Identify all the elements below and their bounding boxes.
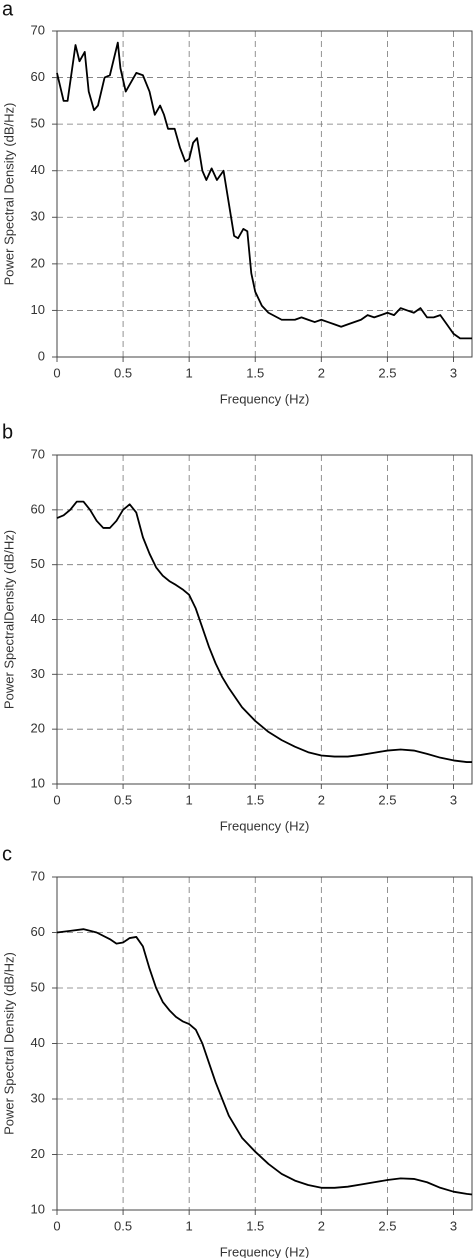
y-tick-label: 60 bbox=[31, 69, 45, 84]
x-tick-label: 2.5 bbox=[378, 1218, 396, 1233]
panel-label: b bbox=[2, 421, 13, 443]
x-axis-label: Frequency (Hz) bbox=[220, 818, 310, 833]
x-tick-label: 3 bbox=[450, 792, 457, 807]
y-tick-label: 30 bbox=[31, 666, 45, 681]
y-tick-label: 10 bbox=[31, 302, 45, 317]
x-tick-label: 2 bbox=[318, 365, 325, 380]
y-tick-label: 20 bbox=[31, 1146, 45, 1161]
x-tick-label: 1 bbox=[186, 792, 193, 807]
x-tick-label: 2 bbox=[318, 1218, 325, 1233]
x-tick-label: 1 bbox=[186, 1218, 193, 1233]
y-tick-label: 70 bbox=[31, 868, 45, 883]
y-tick-label: 10 bbox=[31, 1201, 45, 1216]
x-tick-label: 2.5 bbox=[378, 792, 396, 807]
x-tick-label: 3 bbox=[450, 1218, 457, 1233]
x-tick-label: 3 bbox=[450, 365, 457, 380]
x-tick-label: 0.5 bbox=[114, 792, 132, 807]
y-tick-label: 40 bbox=[31, 1035, 45, 1050]
plot-frame bbox=[56, 454, 473, 785]
y-tick-label: 70 bbox=[31, 22, 45, 37]
panel: a 0 10 20 30 40 50 60 70 0 0.5 1 1.5 2 2.5 3 Frequency (… bbox=[1, 0, 473, 406]
plot-frame bbox=[56, 876, 473, 1211]
y-tick-label: 70 bbox=[31, 446, 45, 461]
data-line bbox=[56, 500, 472, 763]
panel-label: a bbox=[2, 0, 14, 20]
x-tick-label: 0 bbox=[53, 792, 60, 807]
data-line bbox=[56, 41, 472, 340]
x-tick-label: 2.5 bbox=[378, 365, 396, 380]
x-axis-label: Frequency (Hz) bbox=[220, 391, 310, 406]
panel: c 10 20 30 40 50 60 70 0 0.5 1 1.5 2 2.5 3 Frequency (H… bbox=[1, 843, 473, 1258]
x-tick-label: 0.5 bbox=[114, 365, 132, 380]
y-tick-label: 50 bbox=[31, 116, 45, 131]
y-axis-label: Power Spectral Density (dB/Hz) bbox=[1, 103, 16, 286]
y-tick-label: 20 bbox=[31, 255, 45, 270]
y-tick-label: 50 bbox=[31, 979, 45, 994]
x-tick-label: 2 bbox=[318, 792, 325, 807]
data-line bbox=[56, 928, 473, 1196]
y-axis-label: Power SpectralDensity (dB/Hz) bbox=[1, 530, 16, 709]
y-tick-label: 0 bbox=[38, 348, 45, 363]
x-tick-label: 0 bbox=[53, 1218, 60, 1233]
y-tick-label: 50 bbox=[31, 556, 45, 571]
y-tick-label: 30 bbox=[31, 1090, 45, 1105]
x-tick-label: 1.5 bbox=[246, 365, 264, 380]
y-tick-label: 20 bbox=[31, 721, 45, 736]
plot-frame bbox=[56, 30, 473, 358]
y-axis-label: Power Spectral Density (dB/Hz) bbox=[1, 952, 16, 1135]
y-tick-label: 40 bbox=[31, 611, 45, 626]
x-tick-label: 0.5 bbox=[114, 1218, 132, 1233]
x-tick-label: 0 bbox=[53, 365, 60, 380]
y-tick-label: 30 bbox=[31, 209, 45, 224]
y-tick-label: 40 bbox=[31, 162, 45, 177]
x-axis-label: Frequency (Hz) bbox=[220, 1244, 310, 1258]
panel-label: c bbox=[2, 843, 12, 865]
x-tick-label: 1 bbox=[186, 365, 193, 380]
panel: b 10 20 30 40 50 60 70 0 0.5 1 1.5 2 2.5 3 Frequency (H… bbox=[1, 421, 473, 833]
y-tick-label: 60 bbox=[31, 501, 45, 516]
x-tick-label: 1.5 bbox=[246, 1218, 264, 1233]
y-tick-label: 60 bbox=[31, 924, 45, 939]
y-tick-label: 10 bbox=[31, 775, 45, 790]
x-tick-label: 1.5 bbox=[246, 792, 264, 807]
